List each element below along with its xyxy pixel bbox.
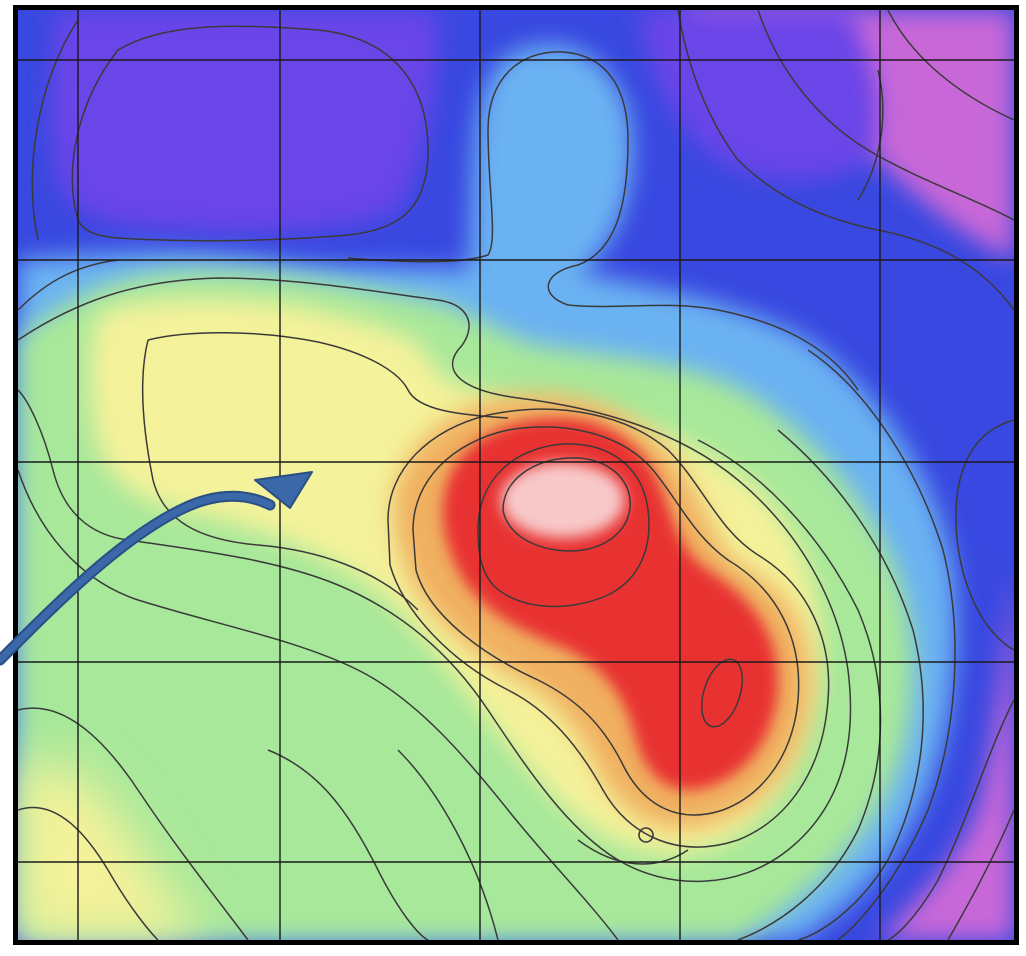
contour-line bbox=[887, 10, 1014, 121]
contour-line bbox=[701, 658, 743, 728]
contour-line bbox=[955, 419, 1014, 651]
contour-line bbox=[777, 429, 924, 940]
contour-line bbox=[71, 25, 429, 242]
contour-line bbox=[267, 749, 429, 940]
contour-line bbox=[502, 457, 631, 552]
contour-line bbox=[347, 129, 494, 263]
peak-summit bbox=[501, 462, 625, 538]
yellow-region-lower bbox=[18, 762, 208, 940]
contour-line bbox=[887, 699, 1014, 940]
contour-line bbox=[477, 443, 650, 608]
contour-line bbox=[18, 707, 249, 940]
contour-line bbox=[31, 19, 79, 241]
spot-marker bbox=[638, 827, 654, 843]
contour-line bbox=[807, 349, 956, 940]
contour-line bbox=[397, 749, 499, 940]
contour-line bbox=[412, 426, 800, 816]
violet-region-left bbox=[50, 10, 438, 233]
contour-line bbox=[18, 806, 159, 940]
violet-region-right bbox=[638, 10, 879, 181]
terrain-relief bbox=[18, 10, 1014, 940]
map-grid bbox=[18, 10, 1014, 940]
contour-line bbox=[487, 51, 859, 391]
contour-line bbox=[147, 332, 509, 419]
magenta-region-bottom bbox=[878, 570, 1014, 940]
contour-line bbox=[947, 809, 1014, 940]
contour-line bbox=[677, 10, 1014, 311]
contour-line bbox=[577, 839, 689, 865]
contour-line bbox=[18, 259, 119, 311]
contour-line bbox=[387, 408, 830, 848]
contour-map bbox=[13, 5, 1019, 945]
